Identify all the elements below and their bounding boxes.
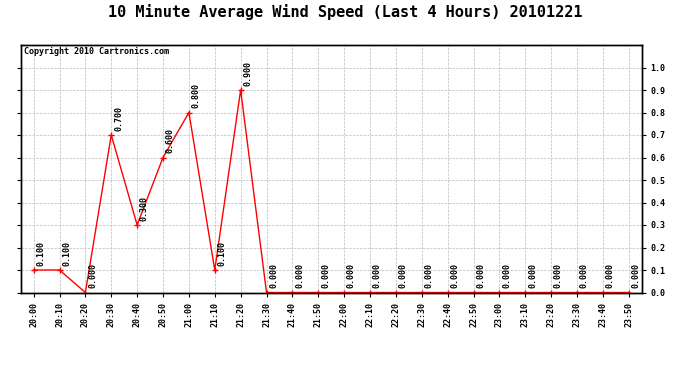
Text: 0.000: 0.000 (606, 263, 615, 288)
Text: 0.000: 0.000 (373, 263, 382, 288)
Text: 0.000: 0.000 (424, 263, 433, 288)
Text: 0.000: 0.000 (476, 263, 485, 288)
Text: 10 Minute Average Wind Speed (Last 4 Hours) 20101221: 10 Minute Average Wind Speed (Last 4 Hou… (108, 4, 582, 20)
Text: 0.100: 0.100 (217, 241, 226, 266)
Text: 0.000: 0.000 (321, 263, 330, 288)
Text: 0.000: 0.000 (502, 263, 511, 288)
Text: 0.100: 0.100 (62, 241, 71, 266)
Text: 0.000: 0.000 (347, 263, 356, 288)
Text: 0.100: 0.100 (37, 241, 46, 266)
Text: 0.000: 0.000 (631, 263, 640, 288)
Text: 0.000: 0.000 (269, 263, 278, 288)
Text: 0.000: 0.000 (88, 263, 97, 288)
Text: 0.700: 0.700 (114, 106, 123, 131)
Text: 0.000: 0.000 (580, 263, 589, 288)
Text: 0.900: 0.900 (244, 61, 253, 86)
Text: Copyright 2010 Cartronics.com: Copyright 2010 Cartronics.com (23, 48, 169, 57)
Text: 0.600: 0.600 (166, 128, 175, 153)
Text: 0.000: 0.000 (295, 263, 304, 288)
Text: 0.300: 0.300 (140, 196, 149, 221)
Text: 0.000: 0.000 (528, 263, 537, 288)
Text: 0.000: 0.000 (554, 263, 563, 288)
Text: 0.000: 0.000 (451, 263, 460, 288)
Text: 0.000: 0.000 (399, 263, 408, 288)
Text: 0.800: 0.800 (192, 83, 201, 108)
